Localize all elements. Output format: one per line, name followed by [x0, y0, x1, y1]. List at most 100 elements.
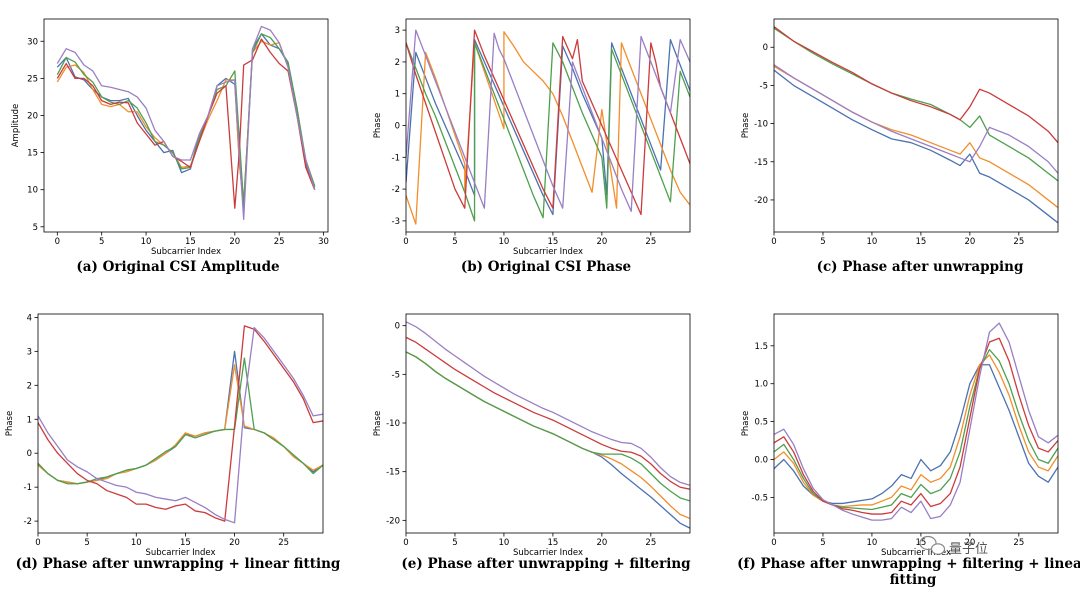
- series-line-f-green: [774, 348, 1058, 511]
- x-tick-label: 15: [180, 538, 191, 548]
- series-line-f-orange: [774, 354, 1058, 508]
- y-axis-label: Amplitude: [11, 104, 21, 148]
- y-tick-label: -5: [760, 81, 768, 91]
- panel-c: 0 5 10 15 20 25 -20 -15 -10 -5 0 Phase (c) Phase aft…: [741, 18, 1059, 275]
- series-line-c-green: [774, 27, 1058, 182]
- x-tick-label: 25: [645, 237, 656, 247]
- x-tick-label: 10: [499, 237, 510, 247]
- y-tick-label: 0.0: [754, 455, 768, 465]
- y-tick-label: 1.5: [754, 342, 768, 352]
- caption-e: (e) Phase after unwrapping + filtering: [401, 556, 691, 572]
- y-tick-label: -0.5: [751, 493, 768, 503]
- watermark-text: 量子位: [949, 542, 988, 557]
- x-axis-label: Subcarrier Index: [513, 548, 583, 558]
- x-tick-label: 5: [820, 538, 825, 548]
- y-tick-label: -15: [386, 468, 400, 478]
- x-tick-label: 20: [596, 538, 607, 548]
- series-line-b-blue: [406, 39, 690, 216]
- series-line-d-blue: [38, 350, 323, 485]
- x-tick-label: 10: [131, 538, 142, 548]
- x-axis-label: Subcarrier Index: [881, 548, 951, 558]
- wechat-icon: [919, 535, 946, 555]
- y-tick-label: 10: [27, 186, 38, 196]
- caption-f: (f) Phase after unwrapping + filtering +…: [737, 556, 1080, 588]
- x-tick-label: 5: [99, 237, 104, 247]
- series-line-c-red: [774, 26, 1058, 144]
- y-tick-label: -10: [386, 419, 400, 429]
- x-tick-label: 25: [1013, 237, 1024, 247]
- x-tick-label: 25: [1013, 538, 1024, 548]
- series-line-d-green: [38, 357, 323, 485]
- series-line-e-purple: [406, 321, 690, 486]
- y-tick-label: 1: [27, 415, 32, 425]
- y-tick-label: -2: [24, 517, 32, 527]
- x-tick-label: 25: [274, 237, 285, 247]
- x-tick-label: 10: [867, 538, 878, 548]
- y-axis-label: Phase: [5, 411, 15, 436]
- x-tick-label: 15: [547, 538, 558, 548]
- x-tick-label: 0: [403, 237, 408, 247]
- y-tick-label: 25: [27, 74, 38, 84]
- series-line-c-purple: [774, 64, 1058, 174]
- series-line-f-purple: [774, 322, 1058, 521]
- x-tick-label: 10: [141, 237, 152, 247]
- x-tick-label: 30: [318, 237, 329, 247]
- y-tick-label: -3: [392, 217, 400, 227]
- x-axis-label: Subcarrier Index: [151, 247, 221, 257]
- y-tick-label: 0.5: [754, 418, 768, 428]
- y-tick-label: -2: [392, 185, 400, 195]
- y-tick-label: 5: [33, 223, 38, 233]
- y-tick-label: 1.0: [754, 380, 768, 390]
- caption-c: (c) Phase after unwrapping: [817, 259, 1024, 275]
- x-tick-label: 25: [278, 538, 289, 548]
- axes-frame-f: [773, 313, 1059, 534]
- x-tick-label: 20: [964, 237, 975, 247]
- caption-b: (b) Original CSI Phase: [461, 259, 631, 275]
- x-tick-label: 5: [84, 538, 89, 548]
- y-tick-label: -10: [754, 120, 768, 130]
- x-tick-label: 5: [452, 237, 457, 247]
- y-tick-label: 30: [27, 37, 38, 47]
- x-tick-label: 25: [645, 538, 656, 548]
- x-tick-label: 5: [820, 237, 825, 247]
- y-tick-label: -20: [386, 516, 400, 526]
- y-tick-label: 0: [763, 43, 768, 53]
- caption-a: (a) Original CSI Amplitude: [76, 259, 279, 275]
- y-axis-label: Phase: [741, 113, 751, 138]
- x-tick-label: 5: [452, 538, 457, 548]
- series-line-e-blue: [406, 351, 690, 529]
- x-tick-label: 15: [915, 237, 926, 247]
- x-tick-label: 15: [547, 237, 558, 247]
- series-line-a-purple: [56, 25, 316, 221]
- x-tick-label: 20: [229, 538, 240, 548]
- series-line-a-orange: [56, 40, 316, 203]
- panel-e: 0 5 10 15 20 25 -20 -15 -10 -5 0 Subcarrier Index Ph…: [373, 313, 691, 572]
- panel-d: 0 5 10 15 20 25 -2 -1 0 1 2 3 4 Subcarrier Index Phase…: [5, 313, 341, 572]
- panel-a: 0 5 10 15 20 25 30 5 10 15 20 25 30 Subcarrier Index A…: [11, 18, 329, 275]
- y-tick-label: -1: [24, 483, 32, 493]
- y-tick-label: -1: [392, 153, 400, 163]
- x-tick-label: 20: [596, 237, 607, 247]
- series-line-b-green: [406, 42, 690, 222]
- series-line-e-red: [406, 336, 690, 490]
- y-tick-label: -15: [754, 158, 768, 168]
- series-line-b-red: [406, 29, 690, 216]
- y-tick-label: 0: [395, 122, 400, 132]
- series-line-c-orange: [774, 65, 1058, 209]
- y-tick-label: 20: [27, 111, 38, 121]
- y-axis-label: Phase: [373, 411, 383, 436]
- x-tick-label: 0: [35, 538, 40, 548]
- series-line-d-red: [38, 325, 323, 522]
- y-tick-label: 3: [27, 347, 32, 357]
- x-tick-label: 15: [185, 237, 196, 247]
- x-tick-label: 0: [55, 237, 60, 247]
- axes-frame-e: [405, 313, 691, 534]
- series-line-d-orange: [38, 364, 323, 485]
- series-line-a-red: [56, 38, 316, 209]
- y-tick-label: 0: [395, 322, 400, 332]
- series-line-f-red: [774, 337, 1058, 515]
- y-tick-label: 4: [27, 313, 32, 323]
- x-tick-label: 10: [867, 237, 878, 247]
- x-tick-label: 0: [771, 538, 776, 548]
